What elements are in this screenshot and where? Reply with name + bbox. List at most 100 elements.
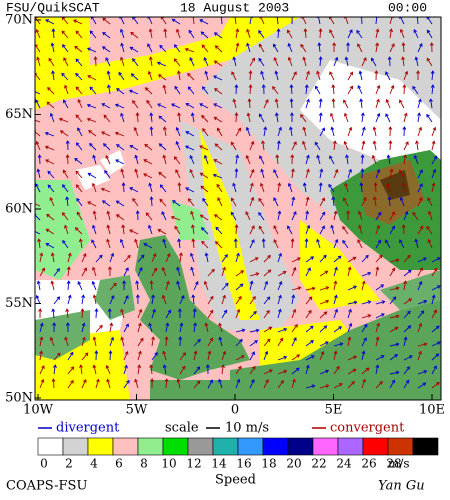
wind-arrow <box>234 84 239 95</box>
wind-arrow <box>290 154 295 165</box>
wind-arrow <box>235 127 242 137</box>
wind-arrow <box>414 238 419 249</box>
wind-arrow <box>277 126 282 137</box>
wind-arrow <box>86 47 97 53</box>
colorbar-label: 16 <box>236 457 251 471</box>
wind-arrow <box>151 336 155 347</box>
wind-arrow <box>291 337 297 347</box>
wind-arrow <box>249 257 259 263</box>
wind-arrow <box>333 365 340 375</box>
wind-arrow <box>89 142 97 151</box>
wind-arrow <box>77 127 83 137</box>
color-swatch <box>187 437 214 456</box>
wind-arrow <box>102 143 111 151</box>
wind-arrow <box>375 336 380 347</box>
wind-arrow <box>389 258 400 263</box>
wind-arrow <box>300 43 307 53</box>
wind-arrow <box>103 114 111 123</box>
wind-arrow <box>216 183 223 193</box>
wind-arrow <box>372 140 377 151</box>
wind-arrow <box>48 57 55 67</box>
wind-arrow <box>47 86 55 95</box>
date: 18 August 2003 <box>180 0 289 15</box>
color-swatch <box>387 437 414 456</box>
color-swatch <box>362 437 389 456</box>
wind-arrow <box>188 29 195 39</box>
wind-arrow <box>246 112 251 123</box>
wind-arrow <box>65 196 70 207</box>
wind-arrow <box>249 182 254 193</box>
wind-arrow <box>81 267 87 277</box>
wind-arrow <box>61 72 69 81</box>
wind-arrow <box>263 326 273 333</box>
wind-arrow <box>47 170 55 179</box>
wind-arrow <box>189 57 195 67</box>
wind-arrow <box>148 182 153 193</box>
wind-arrow <box>203 280 209 291</box>
wind-arrow <box>148 322 153 333</box>
wind-arrow <box>426 113 433 123</box>
wind-arrow <box>344 182 349 193</box>
wind-arrow <box>332 42 337 53</box>
wind-arrow <box>193 380 201 389</box>
wind-arrow <box>61 212 69 221</box>
wind-arrow <box>92 210 97 221</box>
wind-arrow <box>361 323 368 333</box>
wind-arrow <box>375 239 382 249</box>
wind-arrow <box>333 56 339 67</box>
wind-arrow <box>333 383 343 389</box>
wind-arrow <box>302 182 307 193</box>
wind-arrow <box>75 114 83 123</box>
wind-arrow <box>189 252 195 263</box>
wind-arrow <box>213 75 223 81</box>
wind-arrow <box>415 17 420 25</box>
wind-arrow <box>305 309 312 319</box>
wind-arrow <box>137 364 142 375</box>
wind-arrow <box>173 44 181 53</box>
wind-arrow <box>430 70 435 81</box>
wind-arrow <box>277 210 282 221</box>
wind-arrow <box>430 84 435 95</box>
wind-arrow <box>372 196 377 207</box>
wind-arrow <box>316 70 321 81</box>
wind-arrow <box>318 28 323 39</box>
wind-arrow <box>403 112 408 123</box>
wind-arrow <box>87 201 97 207</box>
wind-arrow <box>249 239 255 249</box>
wind-arrow <box>431 126 437 137</box>
wind-arrow <box>259 155 265 165</box>
wind-arrow <box>277 280 283 291</box>
wind-arrow <box>304 84 309 95</box>
wind-arrow <box>277 355 288 361</box>
wind-arrow <box>101 103 111 109</box>
wind-arrow <box>65 308 70 319</box>
wind-arrow <box>116 144 125 151</box>
wind-arrow <box>375 254 383 263</box>
wind-arrow <box>263 269 272 277</box>
wind-arrow <box>86 103 97 109</box>
wind-arrow <box>360 154 365 165</box>
wind-arrow <box>91 182 97 193</box>
wind-arrow <box>235 308 241 319</box>
wind-arrow <box>375 313 385 319</box>
wind-arrow <box>232 182 237 193</box>
wind-arrow <box>231 197 237 207</box>
wind-arrow <box>201 114 209 123</box>
wind-arrow <box>389 379 396 389</box>
wind-arrow <box>361 337 367 347</box>
wind-arrow <box>360 168 365 179</box>
wind-arrow <box>45 19 55 25</box>
wind-arrow <box>165 309 172 319</box>
wind-arrow <box>145 212 153 221</box>
wind-arrow <box>213 103 223 109</box>
wind-arrow <box>356 29 363 39</box>
wind-arrow <box>235 28 240 39</box>
wind-arrow <box>277 252 282 263</box>
wind-arrow <box>151 267 158 277</box>
wind-arrow <box>76 211 83 221</box>
wind-arrow <box>319 168 324 179</box>
wind-arrow <box>275 154 280 165</box>
wind-arrow <box>39 378 45 389</box>
wind-arrow <box>137 254 145 263</box>
wind-arrow <box>161 266 167 277</box>
